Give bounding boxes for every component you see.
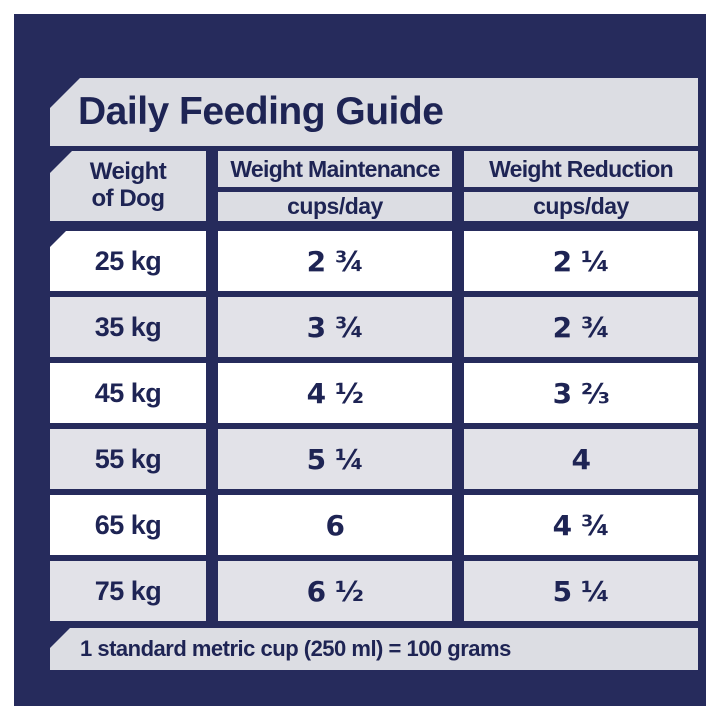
table-row: 65 kg 6 4 ¾	[50, 495, 698, 555]
table-row: 55 kg 5 ¼ 4	[50, 429, 698, 489]
table-row: 45 kg 4 ½ 3 ⅔	[50, 363, 698, 423]
col-header-weight-maintenance-group: Weight Maintenance cups/day	[218, 151, 452, 221]
footnote-bar: 1 standard metric cup (250 ml) = 100 gra…	[50, 628, 698, 670]
maintenance-units-label: cups/day	[218, 192, 452, 221]
maintenance-cell: 5 ¼	[218, 429, 452, 489]
col-header-weight-maintenance: Weight Maintenance	[218, 151, 452, 187]
reduction-cell: 2 ¼	[464, 231, 698, 291]
maintenance-cell: 2 ¾	[218, 231, 452, 291]
page-title: Daily Feeding Guide	[78, 90, 444, 133]
maintenance-cell: 3 ¾	[218, 297, 452, 357]
title-bar: Daily Feeding Guide	[50, 78, 698, 146]
table-row: 75 kg 6 ½ 5 ¼	[50, 561, 698, 621]
weight-cell: 55 kg	[50, 429, 206, 489]
col-header-weight-reduction: Weight Reduction	[464, 151, 698, 187]
maintenance-cell: 6 ½	[218, 561, 452, 621]
maintenance-cell: 6	[218, 495, 452, 555]
weight-cell: 35 kg	[50, 297, 206, 357]
table-row: 35 kg 3 ¾ 2 ¾	[50, 297, 698, 357]
weight-cell: 75 kg	[50, 561, 206, 621]
feeding-guide-panel: Daily Feeding Guide Weight of Dog Weight…	[14, 14, 706, 706]
weight-cell: 45 kg	[50, 363, 206, 423]
col-header-weight-reduction-group: Weight Reduction cups/day	[464, 151, 698, 221]
reduction-cell: 5 ¼	[464, 561, 698, 621]
footnote: 1 standard metric cup (250 ml) = 100 gra…	[80, 636, 511, 661]
table-row: 25 kg 2 ¾ 2 ¼	[50, 231, 698, 291]
reduction-cell: 3 ⅔	[464, 363, 698, 423]
reduction-units-label: cups/day	[464, 192, 698, 221]
table-header-row: Weight of Dog Weight Maintenance cups/da…	[50, 151, 698, 221]
weight-cell: 25 kg	[50, 231, 206, 291]
reduction-cell: 4 ¾	[464, 495, 698, 555]
maintenance-cell: 4 ½	[218, 363, 452, 423]
weight-cell: 65 kg	[50, 495, 206, 555]
col-header-weight-of-dog: Weight of Dog	[50, 151, 206, 221]
reduction-cell: 4	[464, 429, 698, 489]
feeding-table: Weight of Dog Weight Maintenance cups/da…	[50, 151, 698, 621]
reduction-cell: 2 ¾	[464, 297, 698, 357]
